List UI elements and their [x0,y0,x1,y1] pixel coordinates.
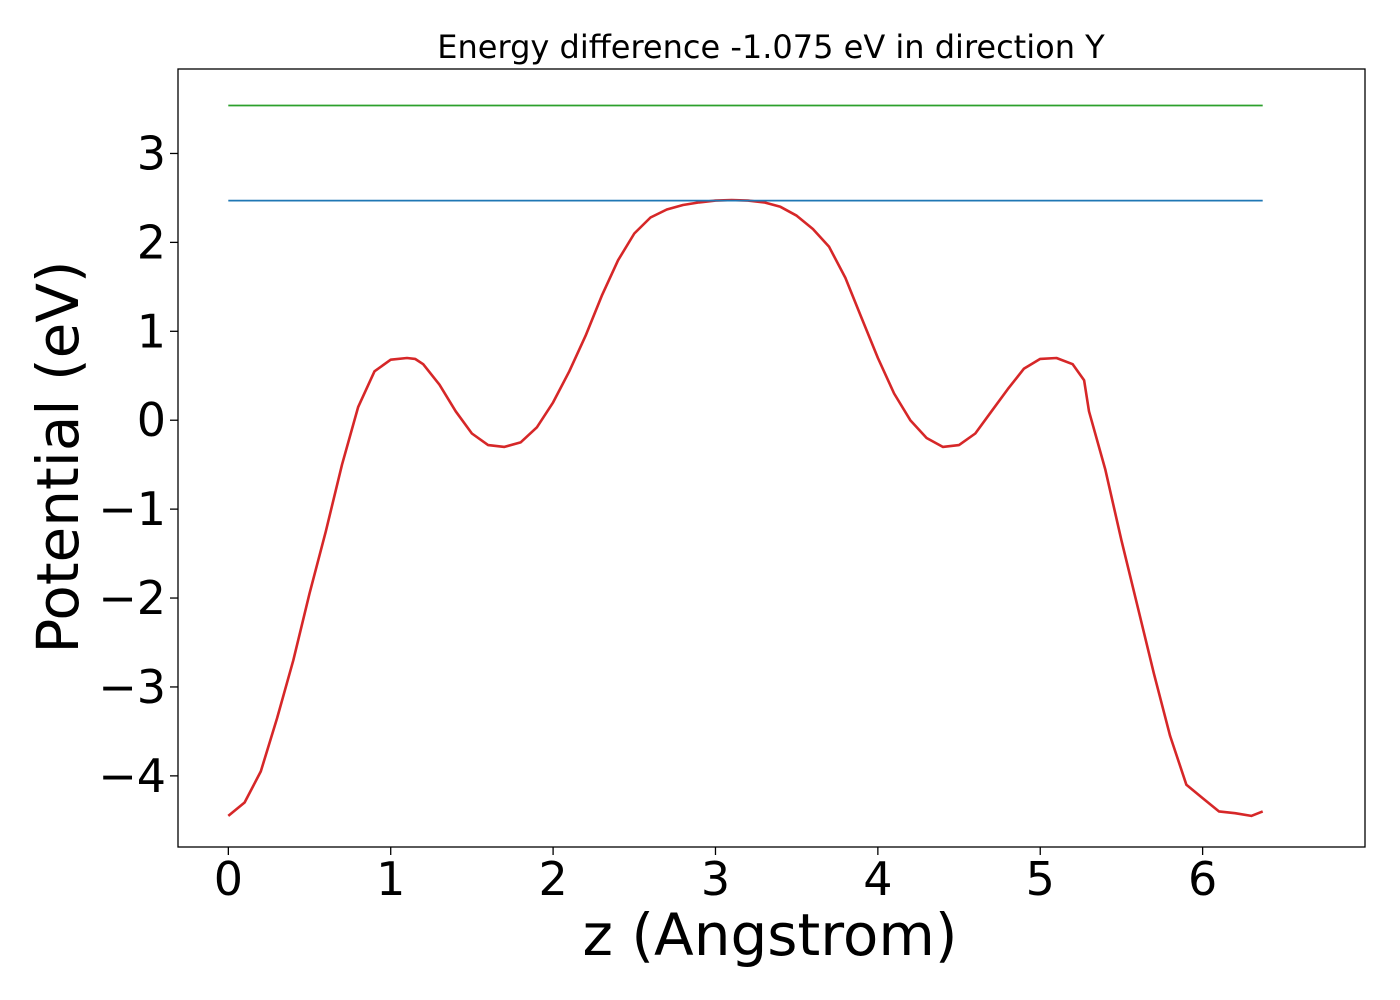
potential-curve [227,198,1264,818]
y-tick-label: 2 [137,215,166,269]
x-tick-label: 6 [1188,852,1217,906]
y-tick-label: 0 [137,393,166,447]
x-tick-label: 3 [701,852,730,906]
y-tick-label: 3 [137,126,166,180]
x-tick-label: 0 [214,852,243,906]
x-tick-label: 2 [538,852,567,906]
y-tick-label: −4 [98,749,166,803]
y-axis: 3 2 1 0 −1 −2 −3 −4 [98,126,178,803]
x-tick-label: 1 [376,852,405,906]
x-tick-label: 5 [1026,852,1055,906]
x-axis: 0 1 2 3 4 5 6 [214,847,1217,906]
plot-frame [177,68,1366,848]
x-tick-label: 4 [863,852,892,906]
y-tick-label: 1 [137,304,166,358]
y-axis-label: Potential (eV) [24,260,92,653]
y-tick-label: −1 [98,482,166,536]
chart-title: Energy difference -1.075 eV in direction… [437,28,1105,66]
plot-area [227,104,1264,818]
x-axis-label: z (Angstrom) [583,901,958,969]
y-tick-label: −3 [98,660,166,714]
y-tick-label: −2 [98,571,166,625]
